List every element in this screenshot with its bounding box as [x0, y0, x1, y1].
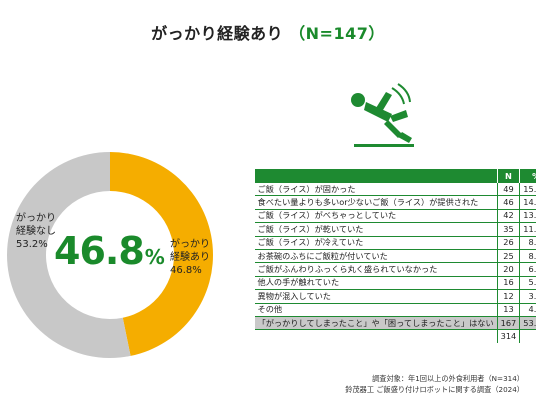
row-pct: 5.1% [519, 276, 536, 291]
row-pct: 11.1% [519, 222, 536, 237]
slice-label-line: がっかり [170, 239, 210, 250]
row-pct: 53.2% [519, 316, 536, 331]
row-pct: 3.8% [519, 289, 536, 304]
row-n: 42 [496, 209, 520, 224]
row-label: 「がっかりしてしまったこと」や「困ってしまったこと」はない [254, 316, 498, 331]
row-label: その他 [254, 303, 498, 317]
footnotes: 調査対象：年1回以上の外食利用者（N=314） 鈴茂器工 ご飯盛り付けロボットに… [345, 373, 524, 395]
row-pct: 6.4% [519, 262, 536, 277]
row-label: ご飯（ライス）が固かった [254, 183, 498, 197]
reasons-table: N % ご飯（ライス）が固かった4915.6%食べたい量よりも多いor少ないご飯… [254, 169, 536, 343]
table-total-row: 314 [255, 329, 536, 343]
row-n: 167 [496, 316, 520, 331]
footnote-survey: 調査対象：年1回以上の外食利用者（N=314） [372, 374, 524, 383]
row-n: 49 [496, 183, 520, 197]
row-pct: 14.6% [519, 195, 536, 210]
row-n: 35 [496, 222, 520, 237]
chart-title: がっかり経験あり （N=147） [0, 20, 536, 44]
row-label: 異物が混入していた [254, 289, 498, 304]
row-n: 12 [496, 289, 520, 304]
row-label: お茶碗のふちにご飯粒が付いていた [254, 249, 498, 264]
slice-label-line: 経験なし [16, 226, 56, 237]
total-n: 314 [496, 329, 520, 343]
total-pct-empty [519, 329, 536, 343]
row-pct: 8.3% [519, 236, 536, 250]
slice-label-line: がっかり [16, 213, 56, 224]
row-label: ご飯（ライス）がべちゃっとしていた [254, 209, 498, 224]
donut-center-value: 46.8% [54, 229, 165, 273]
footnote-source: 鈴茂器工 ご飯盛り付けロボットに関する調査（2024） [345, 385, 524, 394]
row-pct: 15.6% [519, 183, 536, 197]
header-label [254, 169, 498, 183]
row-n: 25 [496, 249, 520, 264]
row-label: ご飯がふんわりふっくら丸く盛られていなかった [254, 262, 498, 277]
donut-chart [6, 152, 213, 358]
row-label: ご飯（ライス）が冷えていた [254, 236, 498, 250]
row-n: 16 [496, 276, 520, 291]
header-pct: % [519, 169, 536, 183]
row-pct: 13.4% [519, 209, 536, 224]
donut-slice-no-experience [6, 152, 131, 358]
chart-title-n: （N=147） [289, 24, 385, 43]
row-label: 他人の手が触れていた [254, 276, 498, 291]
row-n: 13 [496, 303, 520, 317]
table-header: N % [254, 169, 536, 183]
row-pct: 8.0% [519, 249, 536, 264]
row-n: 20 [496, 262, 520, 277]
slice-label-line: 経験あり [170, 252, 210, 263]
row-label: 食べたい量よりも多いor少ないご飯（ライス）が提供された [254, 195, 498, 210]
donut-center-unit: % [144, 245, 165, 269]
row-pct: 4.1% [519, 303, 536, 317]
chart-title-main: がっかり経験あり [151, 24, 284, 43]
falling-person-icon [351, 83, 414, 147]
slice-label-experience: がっかり 経験あり 46.8% [170, 238, 210, 277]
row-label: ご飯（ライス）が乾いていた [254, 222, 498, 237]
slice-label-line: 53.2% [16, 239, 48, 250]
row-n: 46 [496, 195, 520, 210]
donut-center-number: 46.8 [54, 229, 145, 273]
slice-label-line: 46.8% [170, 265, 202, 276]
slice-label-no-experience: がっかり 経験なし 53.2% [16, 212, 56, 251]
row-n: 26 [496, 236, 520, 250]
donut-slice-experience [110, 152, 213, 356]
header-n: N [496, 169, 520, 183]
total-empty [255, 330, 498, 343]
